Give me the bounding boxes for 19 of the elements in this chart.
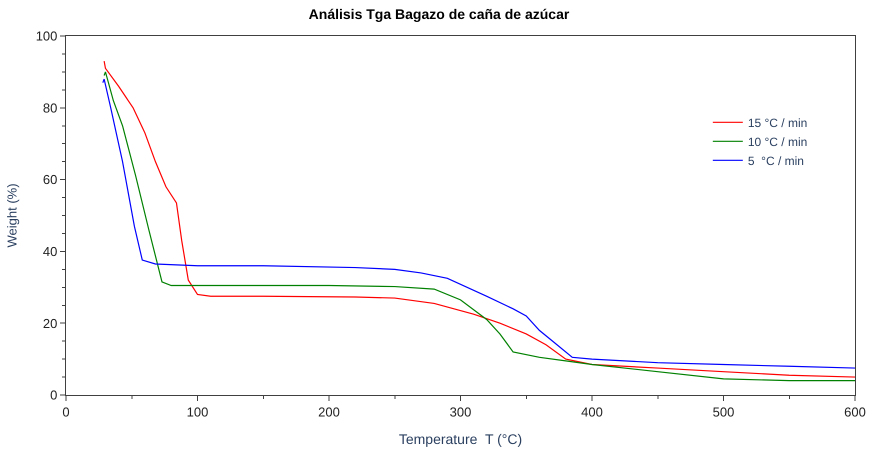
- x-tick-label: 100: [186, 404, 208, 420]
- y-tick-label: 20: [42, 316, 58, 331]
- chart-title: Análisis Tga Bagazo de caña de azúcar: [308, 6, 570, 22]
- x-tick-label: 500: [712, 404, 734, 420]
- y-tick-label: 80: [42, 100, 58, 116]
- y-tick-label: 60: [42, 172, 58, 188]
- legend-label: 5 °C / min: [748, 154, 804, 168]
- x-tick-label: 300: [450, 404, 472, 420]
- y-tick-label: 40: [42, 244, 58, 259]
- legend-label: 10 °C / min: [748, 134, 808, 149]
- x-tick-label: 600: [844, 404, 866, 420]
- y-tick-label: 100: [36, 28, 58, 44]
- x-tick-label: 0: [62, 404, 70, 420]
- y-axis-title: Weight (%): [4, 183, 20, 248]
- x-tick-label: 200: [318, 404, 340, 420]
- y-tick-label: 0: [50, 388, 58, 403]
- x-axis-title: Temperature T (°C): [398, 430, 522, 447]
- legend-label: 15 °C / min: [748, 116, 808, 130]
- x-tick-label: 400: [581, 404, 603, 420]
